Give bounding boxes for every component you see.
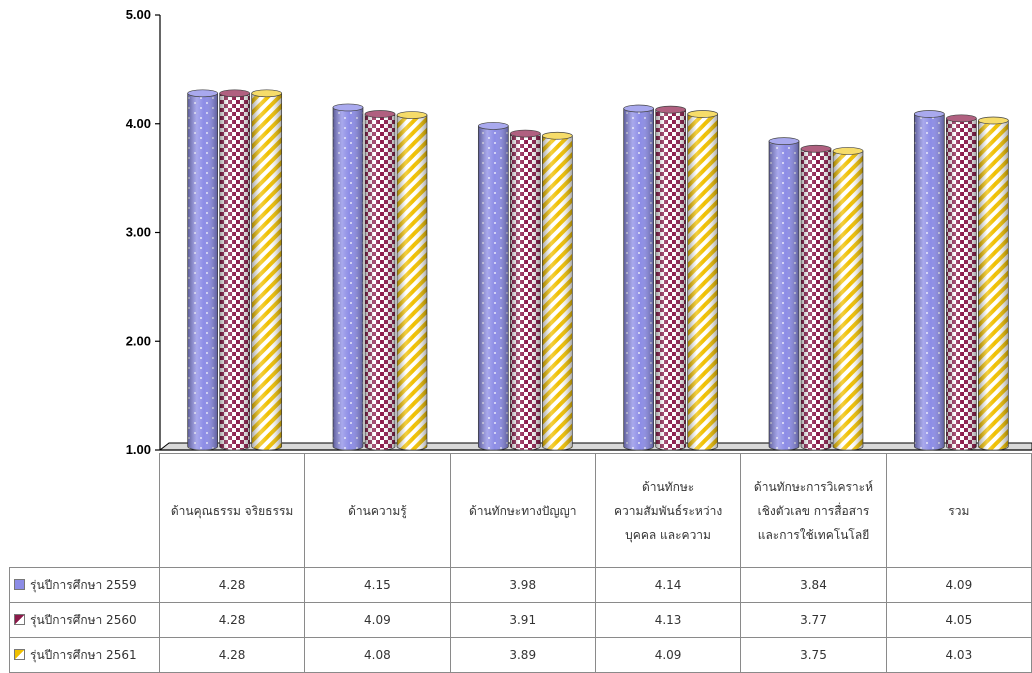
category-header-line: รวม	[948, 503, 970, 518]
data-label: 4.03	[885, 637, 1032, 673]
data-label: 4.09	[885, 567, 1032, 603]
legend-swatch	[14, 578, 25, 590]
y-tick-label: 4.00	[126, 116, 151, 131]
bar	[219, 89, 251, 451]
legend-label: รุ่นปีการศึกษา 2560	[30, 612, 137, 627]
category-header-line: และการใช้เทคโนโลยี	[757, 527, 870, 542]
legend-label: รุ่นปีการศึกษา 2559	[30, 577, 137, 592]
category-header-line: บุคคล และความ	[625, 527, 711, 542]
bar	[832, 147, 864, 451]
data-label: 3.91	[449, 602, 596, 638]
bar	[913, 110, 945, 451]
data-label: 4.05	[885, 602, 1032, 638]
bar	[477, 122, 509, 451]
bar	[800, 144, 832, 451]
data-label: 4.28	[158, 567, 306, 603]
category-header-line: ความสัมพันธ์ระหว่าง	[613, 503, 723, 518]
bar	[655, 105, 687, 451]
category-header: ด้านทักษะทางปัญญา	[449, 453, 596, 568]
data-label: 4.14	[594, 567, 742, 603]
bar	[364, 110, 396, 451]
data-table: ด้านคุณธรรม จริยธรรม ด้านความรู้ ด้านทักษะ…	[9, 453, 1032, 673]
legend-swatch	[14, 648, 25, 660]
data-label: 4.28	[158, 602, 306, 638]
category-header-line: เชิงตัวเลข การสื่อสาร	[757, 503, 870, 518]
bar	[541, 131, 573, 451]
data-label: 4.15	[304, 567, 451, 603]
category-header: ด้านทักษะความสัมพันธ์ระหว่างบุคคล และควา…	[594, 453, 742, 568]
bar	[187, 89, 219, 451]
category-header: ด้านทักษะการวิเคราะห์เชิงตัวเลข การสื่อส…	[740, 453, 887, 568]
data-label: 4.13	[594, 602, 742, 638]
plot-area	[158, 442, 1032, 451]
category-header-line: ด้านความรู้	[348, 503, 407, 518]
data-label: 4.09	[594, 637, 742, 673]
category-header: รวม	[885, 453, 1032, 568]
table-row: รุ่นปีการศึกษา 2561 4.28 4.08 3.89 4.09 3.75 4…	[9, 637, 1032, 673]
data-label: 4.28	[158, 637, 306, 673]
bar	[396, 111, 428, 451]
category-header: ด้านความรู้	[304, 453, 451, 568]
data-label: 4.09	[304, 602, 451, 638]
data-label: 3.84	[740, 567, 887, 603]
legend-swatch	[14, 613, 25, 625]
legend-label: รุ่นปีการศึกษา 2561	[30, 647, 137, 662]
data-label: 3.98	[449, 567, 596, 603]
bar	[251, 89, 283, 451]
bar	[509, 129, 541, 451]
bar	[687, 110, 719, 451]
legend-entry: รุ่นปีการศึกษา 2561	[9, 637, 160, 673]
y-axis: 1.00 2.00 3.00 4.00 5.00	[126, 7, 1032, 457]
category-header-line: ด้านคุณธรรม จริยธรรม	[170, 503, 294, 518]
table-row: รุ่นปีการศึกษา 2560 4.28 4.09 3.91 4.13 3.77 4…	[9, 602, 1032, 638]
category-header: ด้านคุณธรรม จริยธรรม	[158, 453, 306, 568]
y-tick-label: 2.00	[126, 333, 151, 348]
y-tick-label: 5.00	[126, 7, 151, 22]
category-header-line: ด้านทักษะทางปัญญา	[468, 503, 577, 518]
bars	[187, 89, 1009, 451]
bar	[977, 116, 1009, 451]
category-header-line: ด้านทักษะการวิเคราะห์	[753, 479, 874, 494]
data-label: 3.77	[740, 602, 887, 638]
bar	[945, 114, 977, 451]
bar	[623, 104, 655, 451]
data-label: 4.08	[304, 637, 451, 673]
table-corner	[10, 454, 160, 568]
bar	[768, 137, 800, 451]
data-label: 3.89	[449, 637, 596, 673]
data-label: 3.75	[740, 637, 887, 673]
table-row: รุ่นปีการศึกษา 2559 4.28 4.15 3.98 4.14 3.84 4…	[9, 567, 1032, 603]
category-header-line: ด้านทักษะ	[641, 479, 695, 494]
chart-floor	[158, 442, 1032, 451]
bar	[332, 103, 364, 451]
y-tick-label: 3.00	[126, 225, 151, 240]
legend-entry: รุ่นปีการศึกษา 2560	[9, 602, 160, 638]
y-tick-label: 1.00	[126, 442, 151, 457]
legend-entry: รุ่นปีการศึกษา 2559	[9, 567, 160, 603]
